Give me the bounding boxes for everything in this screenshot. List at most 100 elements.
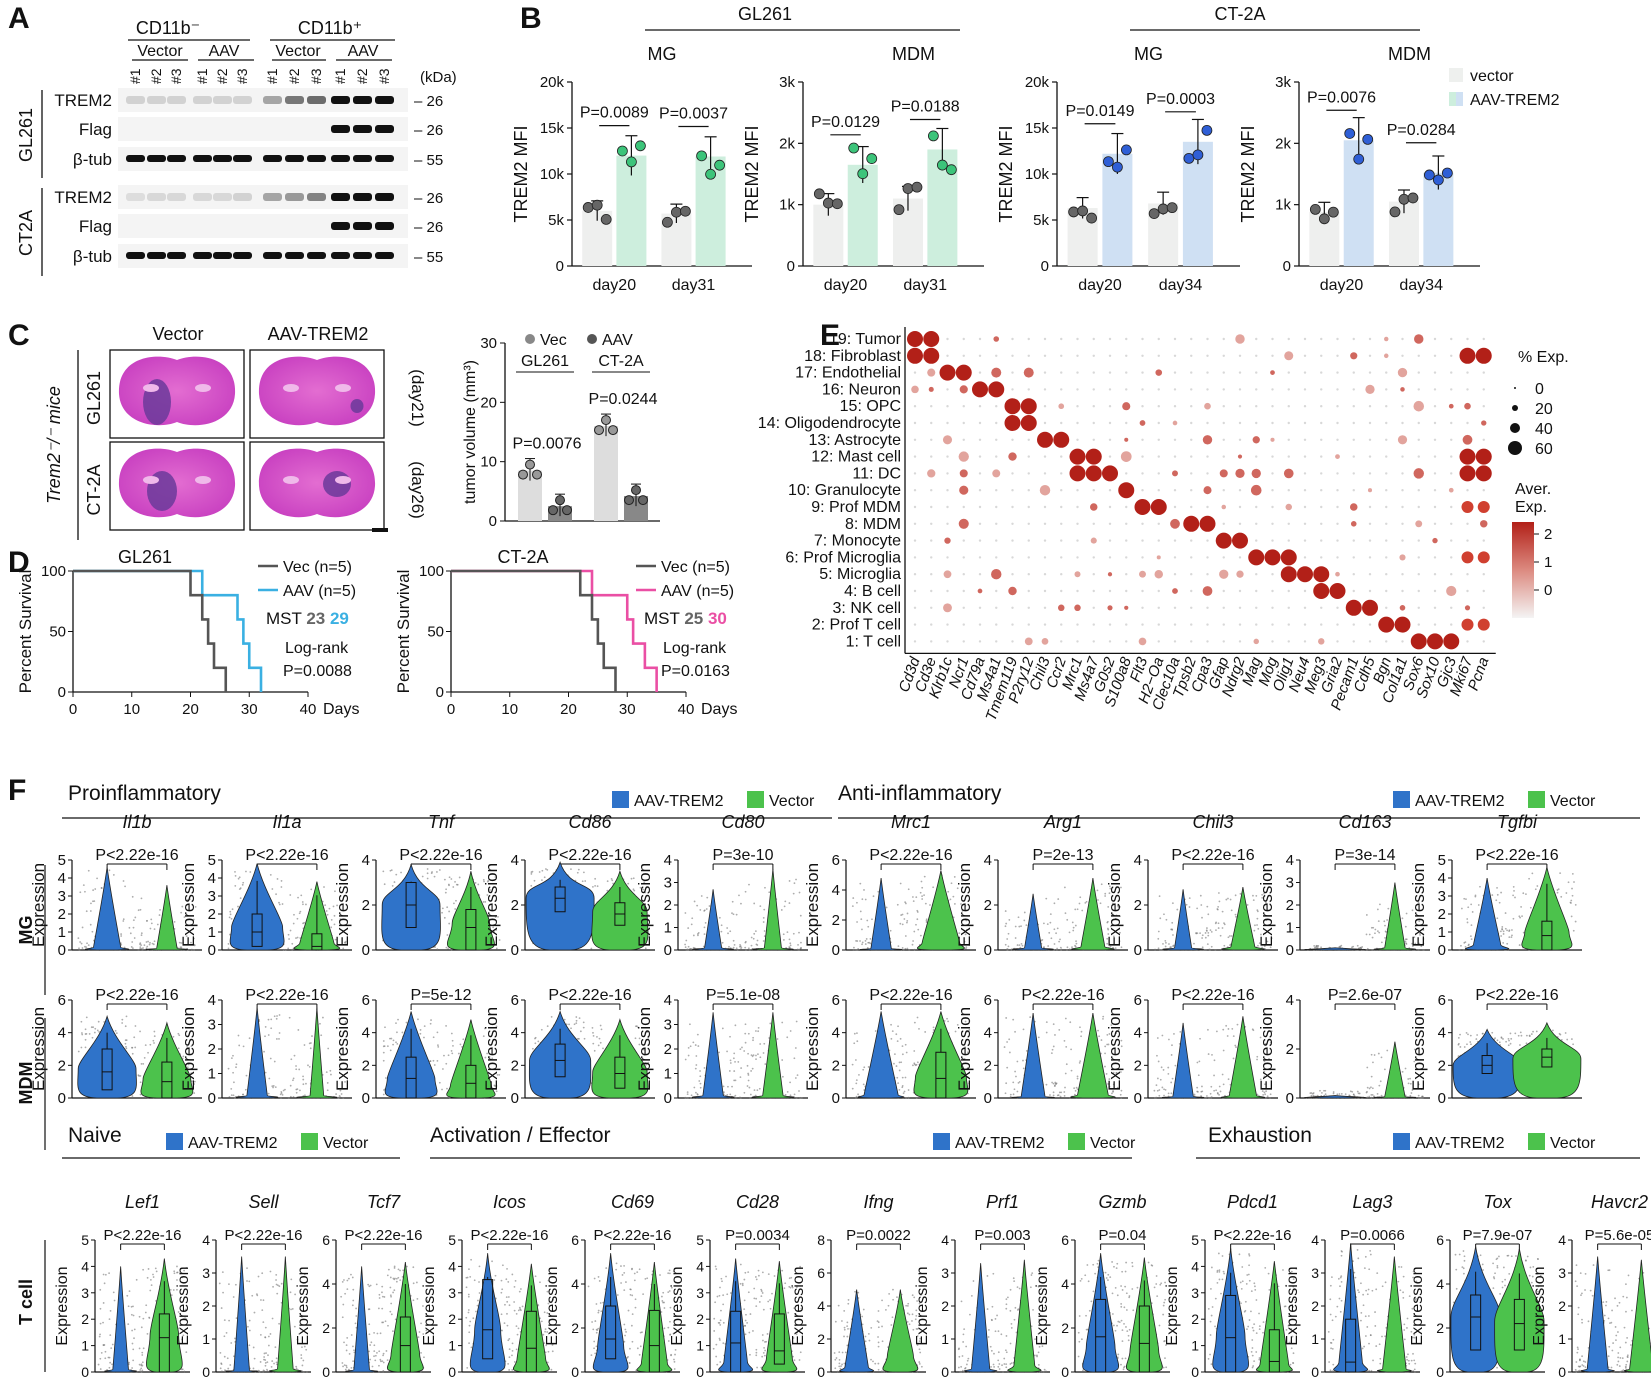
- e-dot: [1222, 455, 1225, 458]
- c-pvalue: P=0.0076: [513, 436, 582, 453]
- f-jitter: [865, 938, 868, 940]
- f-jitter: [897, 1082, 900, 1084]
- e-dot: [995, 421, 998, 425]
- f-jitter: [795, 1096, 798, 1099]
- e-dot: [1255, 623, 1258, 626]
- lane-label: #2: [214, 68, 230, 84]
- e-dot: [1401, 421, 1404, 425]
- f-gene-title: Il1b: [122, 812, 151, 832]
- d-curve-vec: [451, 569, 617, 692]
- f-jitter: [718, 916, 721, 919]
- f-jitter: [851, 1063, 854, 1066]
- f-y-tick-label: 6: [58, 992, 66, 1009]
- e-dot: [1125, 472, 1128, 475]
- f-jitter: [695, 1055, 698, 1057]
- f-pvalue: P<2.22e-16: [399, 847, 482, 864]
- f-jitter: [896, 1040, 899, 1043]
- e-dot: [1466, 388, 1469, 391]
- f-jitter: [279, 1093, 282, 1096]
- f-jitter: [793, 1093, 796, 1096]
- f-jitter: [1052, 1094, 1055, 1097]
- e-dot: [1352, 573, 1355, 576]
- e-dot: [1027, 589, 1030, 593]
- f-jitter: [738, 894, 740, 897]
- f-jitter: [1025, 1049, 1028, 1052]
- e-dot: [1011, 556, 1014, 559]
- e-dot: [1450, 371, 1453, 374]
- f-jitter: [132, 926, 135, 929]
- f-jitter: [182, 1055, 185, 1058]
- e-dot: [1433, 623, 1437, 626]
- lane-label: #1: [127, 68, 143, 84]
- f-pvalue: P=3e-14: [1335, 847, 1396, 864]
- f-jitter: [299, 1089, 301, 1092]
- e-dot: [1060, 388, 1063, 391]
- f-gene-title: Mrc1: [891, 812, 931, 832]
- f-jitter: [474, 882, 477, 884]
- f-jitter: [1075, 942, 1078, 945]
- f-jitter: [137, 909, 140, 912]
- f-jitter: [1023, 911, 1026, 914]
- f-jitter: [789, 1094, 792, 1097]
- f-jitter: [1210, 1085, 1213, 1088]
- f-jitter: [401, 1031, 404, 1034]
- f-jitter: [599, 1041, 602, 1044]
- f-jitter: [1046, 923, 1049, 926]
- f-jitter: [1018, 925, 1021, 928]
- f-jitter: [1371, 1093, 1374, 1096]
- f-jitter: [1491, 894, 1494, 896]
- f-jitter: [796, 1074, 799, 1077]
- e-dot: [1303, 489, 1307, 492]
- f-jitter: [1230, 935, 1233, 937]
- f-jitter: [1055, 949, 1058, 951]
- f-jitter: [233, 1096, 236, 1099]
- brain-section: [258, 448, 376, 518]
- f-jitter: [703, 1067, 706, 1069]
- e-dot: [1417, 505, 1420, 509]
- f-jitter: [151, 942, 154, 945]
- f-jitter: [721, 1027, 724, 1030]
- e-dot: [1433, 405, 1437, 408]
- f-jitter: [1320, 1091, 1323, 1094]
- blot-band: [375, 125, 394, 133]
- e-cluster-label: 6: Prof Microglia: [785, 549, 901, 566]
- e-dot: [1385, 489, 1388, 492]
- e-dot: [962, 405, 965, 408]
- f-jitter: [390, 869, 393, 872]
- e-dot: [1157, 421, 1160, 425]
- f-jitter: [183, 916, 186, 918]
- f-jitter: [917, 928, 920, 931]
- f-jitter: [1160, 1066, 1163, 1069]
- e-dot: [1092, 556, 1095, 559]
- d-mst-vec: 25: [684, 609, 708, 628]
- f-jitter: [893, 1062, 895, 1065]
- f-jitter: [753, 932, 756, 935]
- f-jitter: [276, 1015, 278, 1017]
- f-jitter: [1054, 1034, 1056, 1036]
- f-jitter: [1371, 1087, 1374, 1090]
- e-dot: [1385, 405, 1388, 408]
- f-jitter: [869, 937, 872, 940]
- f-jitter: [302, 1083, 305, 1086]
- f-jitter: [302, 1078, 305, 1081]
- f-jitter: [276, 878, 279, 880]
- f-jitter: [1045, 1021, 1048, 1024]
- f-jitter: [1501, 928, 1504, 931]
- f-jitter: [786, 931, 789, 934]
- f-jitter: [780, 909, 783, 911]
- f-jitter: [863, 1066, 866, 1069]
- f-jitter: [1519, 916, 1522, 919]
- e-dot: [1450, 472, 1453, 475]
- f-jitter: [131, 1046, 133, 1049]
- e-dot: [1303, 539, 1307, 542]
- f-jitter: [179, 946, 182, 949]
- f-jitter: [1076, 908, 1079, 911]
- f-jitter: [78, 948, 81, 951]
- f-jitter: [1069, 1021, 1072, 1024]
- f-jitter: [1570, 899, 1573, 902]
- f-jitter: [1404, 940, 1407, 943]
- f-violin: [857, 1011, 905, 1099]
- e-dot: [1060, 556, 1063, 559]
- b-chart-title: MDM: [1388, 44, 1431, 64]
